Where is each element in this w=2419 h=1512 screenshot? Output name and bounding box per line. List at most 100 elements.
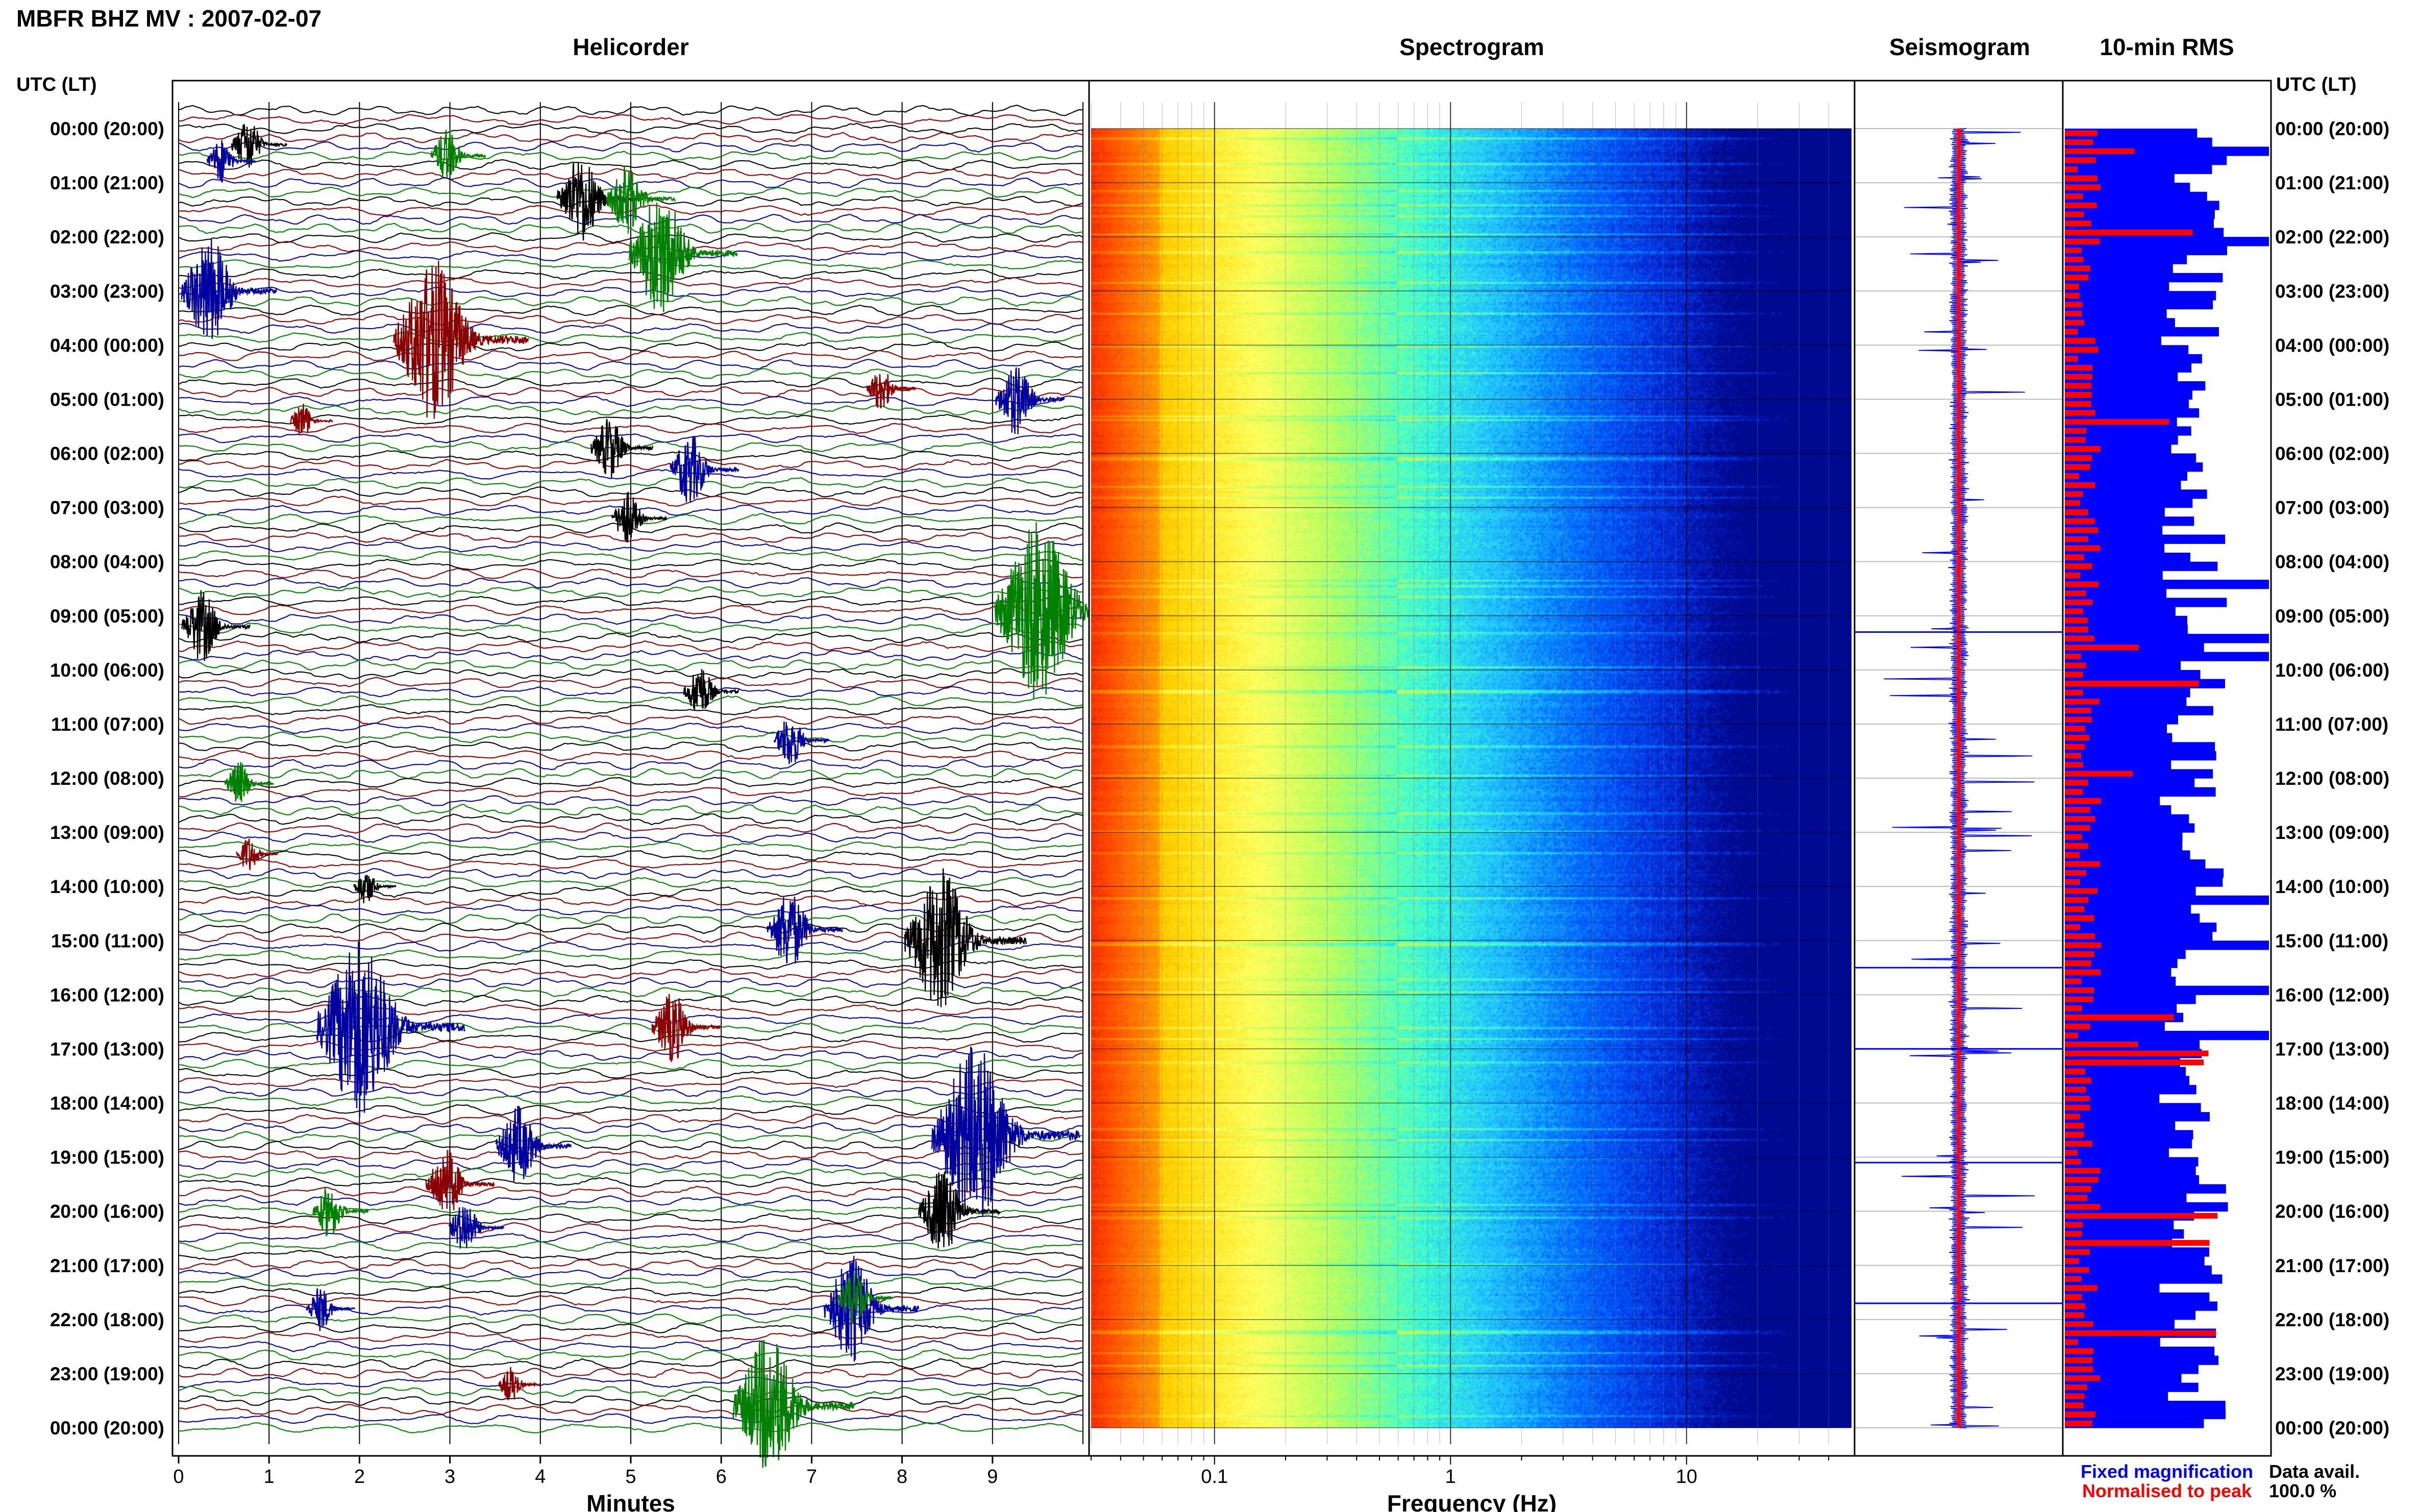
time-label-right: 04:00 (00:00) <box>2275 335 2389 356</box>
time-label-right: 13:00 (09:00) <box>2275 822 2389 843</box>
rms-bar-normalised <box>2065 1041 2138 1048</box>
rms-bar-normalised <box>2065 545 2101 551</box>
rms-bar-normalised <box>2065 1185 2091 1192</box>
rms-bar-normalised <box>2065 969 2101 975</box>
rms-bar-normalised <box>2065 211 2084 217</box>
time-label-right: 08:00 (04:00) <box>2275 552 2389 573</box>
helicorder-event <box>904 868 1027 1007</box>
rms-bar-fixed <box>2065 245 2227 256</box>
rms-bar-fixed <box>2065 1184 2226 1194</box>
rms-bar-normalised <box>2065 1402 2084 1408</box>
helicorder-trace-row <box>178 686 1083 698</box>
rms-bar-fixed <box>2065 318 2175 328</box>
time-label-right: 01:00 (21:00) <box>2275 172 2389 193</box>
rms-bar-fixed <box>2065 1400 2226 1410</box>
rms-bar-normalised <box>2065 428 2087 434</box>
helicorder-trace-row <box>178 1322 1083 1334</box>
helicorder-trace-row <box>178 850 1083 861</box>
rms-bar-fixed <box>2065 580 2269 589</box>
rms-bar-normalised <box>2065 987 2094 994</box>
rms-bar-fixed <box>2065 129 2198 138</box>
rms-bar-normalised <box>2065 1420 2092 1426</box>
time-label-left: 00:00 (20:00) <box>50 1418 164 1439</box>
rms-bar-normalised <box>2065 139 2093 145</box>
rms-bar-normalised <box>2065 418 2169 425</box>
time-axis-left: 00:00 (20:00) 01:00 (21:00) 02:00 (22:00) 0… <box>50 118 164 1439</box>
time-label-right: 20:00 (16:00) <box>2275 1201 2389 1222</box>
helicorder-trace-row <box>178 1150 1083 1160</box>
rms-bar-normalised <box>2065 265 2091 271</box>
rms-bar-normalised <box>2065 572 2081 578</box>
rms-bar-normalised <box>2065 1339 2078 1345</box>
helicorder-trace-row <box>178 968 1083 979</box>
helicorder-trace-row <box>179 295 1083 307</box>
rms-bar-fixed <box>2065 904 2191 914</box>
helicorder-trace-row <box>178 668 1083 680</box>
time-label-right: 16:00 (12:00) <box>2275 984 2389 1005</box>
rms-bar-normalised <box>2065 1059 2204 1065</box>
rms-bar-normalised <box>2065 518 2095 524</box>
rms-bar-fixed <box>2065 309 2167 318</box>
helicorder-trace-row <box>178 1122 1083 1134</box>
right-axis-header: UTC (LT) <box>2276 74 2357 95</box>
rms-bar-fixed <box>2065 1355 2218 1365</box>
helicorder-event <box>231 124 288 168</box>
rms-bar-normalised <box>2065 1158 2081 1165</box>
rms-bar-normalised <box>2065 635 2094 641</box>
rms-bar-fixed <box>2065 191 2207 202</box>
helicorder-trace-row <box>178 433 1083 443</box>
helicorder-trace-row <box>178 1104 1083 1116</box>
rms-bar-normalised <box>2065 1249 2090 1255</box>
helicorder-x-tick-label: 9 <box>987 1466 998 1488</box>
rms-bar-normalised <box>2065 410 2095 416</box>
rms-bar-normalised <box>2065 202 2097 208</box>
helicorder-trace-row <box>178 1376 1083 1389</box>
rms-bar-fixed <box>2065 850 2190 860</box>
seismogram-traces <box>1855 128 2063 1429</box>
rms-bar-normalised <box>2065 960 2091 966</box>
rms-bar-fixed <box>2065 561 2218 571</box>
helicorder-trace-row <box>178 459 1083 470</box>
rms-bar-fixed <box>2065 985 2269 995</box>
helicorder-trace-row <box>178 704 1083 716</box>
rms-bar-fixed <box>2065 390 2192 400</box>
rms-bar-fixed <box>2065 625 2188 634</box>
rms-bar-fixed <box>2065 706 2213 715</box>
rms-bar-fixed <box>2065 1139 2192 1149</box>
rms-bar-normalised <box>2065 1276 2082 1282</box>
time-label-left: 20:00 (16:00) <box>50 1201 164 1222</box>
rms-bar-fixed <box>2065 823 2195 833</box>
rms-bar-fixed <box>2065 995 2196 1004</box>
rms-bar-normalised <box>2065 915 2094 921</box>
rms-bar-normalised <box>2065 581 2099 587</box>
rms-bar-normalised <box>2065 924 2080 930</box>
helicorder-x-tick-label: 2 <box>354 1466 365 1488</box>
time-label-left: 02:00 (22:00) <box>50 227 164 247</box>
rms-bar-normalised <box>2065 229 2193 235</box>
rms-bar-normalised <box>2065 1150 2078 1156</box>
rms-bar-normalised <box>2065 1294 2082 1300</box>
helicorder-event <box>224 762 274 803</box>
helicorder-trace-row <box>178 1195 1083 1207</box>
rms-bar-normalised <box>2065 761 2083 768</box>
helicorder-x-tick-label: 7 <box>806 1466 817 1488</box>
helicorder-event <box>181 238 277 339</box>
helicorder-trace-row <box>178 350 1083 362</box>
rms-bar-normalised <box>2065 716 2092 723</box>
rms-bar-normalised <box>2065 1023 2090 1029</box>
rms-bar-fixed <box>2065 1148 2169 1158</box>
helicorder-trace-row <box>178 740 1083 753</box>
time-label-left: 17:00 (13:00) <box>50 1038 164 1059</box>
seismogram-normalised-trace <box>1954 128 1963 1429</box>
rms-bar-fixed <box>2065 661 2181 671</box>
rms-bar-fixed <box>2065 1121 2176 1131</box>
rms-bar-normalised <box>2065 383 2092 389</box>
rms-bar-fixed <box>2065 218 2214 229</box>
left-axis-header: UTC (LT) <box>16 74 97 95</box>
rms-bar-fixed <box>2065 489 2207 499</box>
helicorder-event <box>837 1271 894 1325</box>
rms-bar-fixed <box>2065 886 2196 896</box>
rms-bar-normalised <box>2065 275 2089 281</box>
rms-bar-normalised <box>2065 1258 2079 1264</box>
rms-bar-fixed <box>2065 742 2215 752</box>
